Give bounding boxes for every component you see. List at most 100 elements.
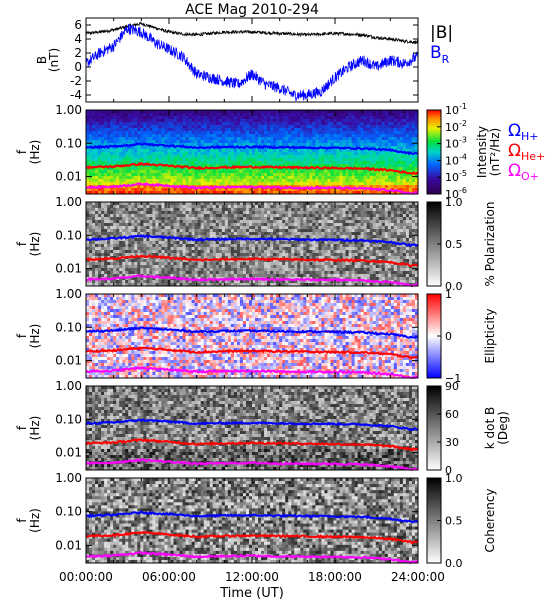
legend-omega-sub: H+ (521, 130, 539, 143)
y-axis-label-line: (Hz) (28, 324, 42, 349)
colorbar-label: Intensity(nT²/Hz) (475, 126, 502, 178)
colorbar-tick-label: 10-6 (445, 186, 467, 201)
colorbar-tick-base: 10 (445, 104, 459, 117)
y-axis-label-line: (Hz) (28, 416, 42, 441)
colorbar-tick-label: 1.0 (445, 472, 463, 485)
legend-omega-symbol: Ω (508, 161, 521, 181)
colorbar-tick-base: 1.0 (445, 196, 463, 209)
colorbar-label-line: Ellipticity (483, 309, 497, 364)
gyrofrequency-line-o-plus (86, 274, 419, 287)
panel-kdotb: 1.00 0.10 0.01 f(Hz) 90 60 30 0 k dot B(Deg) (15, 379, 510, 477)
colorbar-tick-base: 0.0 (445, 280, 463, 293)
colorbar-label-line: (Deg) (496, 411, 510, 445)
x-axis-label: Time (UT) (219, 586, 284, 600)
y-axis-label-line: f (15, 518, 29, 523)
gyrofrequency-line-h-plus (85, 234, 418, 248)
series-line-b-r (85, 24, 419, 102)
y-axis-label: f(Hz) (15, 324, 42, 349)
legend-omega-symbol: Ω (508, 121, 521, 141)
colorbar-tick-base: 0 (445, 330, 452, 343)
colorbar-tick-base: 10 (445, 121, 459, 134)
x-tick-label: 18:00:00 (308, 570, 362, 584)
x-tick-label: 06:00:00 (142, 570, 196, 584)
y-tick-label: 0 (74, 60, 82, 74)
legend-omega-sub: He+ (521, 150, 545, 163)
colorbar-tick-label: 10-4 (445, 152, 467, 167)
colorbar-tick-label: 0.5 (445, 238, 463, 251)
y-tick-label: 0.01 (55, 262, 82, 276)
gyrofrequency-line-h-plus (85, 142, 419, 156)
gyrofrequency-line-he-plus (85, 346, 419, 360)
gyrofrequency-line-h-plus (85, 510, 419, 524)
colorbar-tick-base: −1 (445, 372, 461, 385)
colorbar-tick-label: 10-5 (445, 169, 467, 184)
legend-omega-he-plus: ΩHe+ (508, 141, 545, 163)
y-axis-label-line: f (15, 149, 29, 154)
colorbar-tick-label: 1.0 (445, 196, 463, 209)
y-axis-label: B(nT) (35, 48, 61, 72)
y-axis-label-line: (nT) (47, 48, 61, 72)
y-tick-label: 4 (74, 32, 82, 46)
y-tick-label: -2 (70, 74, 82, 88)
legend-b-r: BR (430, 43, 450, 66)
y-axis-label-line: f (15, 241, 29, 246)
colorbar-tick-label: 10-2 (445, 119, 467, 134)
colorbar-tick-exponent: -5 (459, 169, 467, 178)
y-tick-label: 1.00 (55, 379, 82, 393)
colorbar-tick-label: 90 (445, 380, 459, 393)
gyrofrequency-line-o-plus (85, 182, 419, 195)
y-tick-label: 0.10 (55, 412, 82, 426)
colorbar-tick-base: 1 (445, 288, 452, 301)
colorbar-tick-base: 10 (445, 138, 459, 151)
colorbar-label: k dot B(Deg) (483, 407, 510, 449)
spectrogram-cells (86, 202, 419, 287)
colorbar-tick-label: 60 (445, 408, 459, 421)
colorbar-tick-base: 1.0 (445, 472, 463, 485)
gyrofrequency-line-o-plus (85, 366, 419, 380)
colorbar-tick-exponent: -1 (459, 102, 467, 111)
colorbar-tick-label: 0 (445, 330, 452, 343)
gyrofrequency-line-he-plus (85, 438, 419, 452)
colorbar-tick-label: 0.5 (445, 515, 463, 528)
panel-coherency: 1.00 0.10 0.01 f(Hz) 1.0 0.5 0.0 Coherency (15, 471, 497, 570)
legend-b-r-sub: R (442, 53, 450, 66)
y-tick-label: 0.10 (55, 320, 82, 334)
y-tick-label: 1.00 (55, 471, 82, 485)
y-tick-label: 0.01 (55, 446, 82, 460)
colorbar-tick-base: 90 (445, 380, 459, 393)
spectrogram-cells (86, 386, 419, 471)
y-tick-label: 2 (74, 46, 82, 60)
colorbar (426, 385, 442, 471)
colorbar-tick-exponent: -4 (459, 152, 467, 161)
legend-b-magnitude: |B| (430, 23, 453, 43)
colorbar-tick-base: 0.5 (445, 238, 463, 251)
colorbar-label: % Polarization (483, 202, 497, 287)
colorbar-label-line: Coherency (483, 488, 497, 552)
x-tick-label: 12:00:00 (225, 570, 279, 584)
y-tick-label: 0.10 (55, 136, 82, 150)
spectrogram-cells (86, 294, 419, 379)
y-tick-label: 1.00 (55, 287, 82, 301)
colorbar-label-line: (nT²/Hz) (488, 128, 502, 176)
colorbar-tick-base: 10 (445, 188, 459, 201)
colorbar-tick-exponent: -3 (459, 136, 467, 145)
gyrofrequency-line-o-plus (85, 551, 419, 565)
series-line-b-magnitude (85, 21, 419, 45)
colorbar-tick-base: 0 (445, 464, 452, 477)
colorbar-tick-label: 0 (445, 464, 452, 477)
colorbar-tick-label: 0.0 (445, 557, 463, 570)
colorbar-tick-base: 10 (445, 154, 459, 167)
gyrofrequency-line-h-plus (85, 418, 419, 432)
y-axis-label-line: f (15, 333, 29, 338)
gyrofrequency-line-he-plus (86, 254, 419, 268)
y-tick-label: 0.10 (55, 228, 82, 242)
x-tick-label: 24:00:00 (391, 570, 445, 584)
x-tick-label: 00:00:00 (59, 570, 113, 584)
legend-omega-symbol: Ω (508, 141, 521, 161)
colorbar-label: Coherency (483, 488, 497, 552)
y-tick-label: 6 (74, 18, 82, 32)
colorbar-tick-label: 30 (445, 436, 459, 449)
colorbar-tick-label: −1 (445, 372, 461, 385)
colorbar-label-line: % Polarization (483, 202, 497, 287)
